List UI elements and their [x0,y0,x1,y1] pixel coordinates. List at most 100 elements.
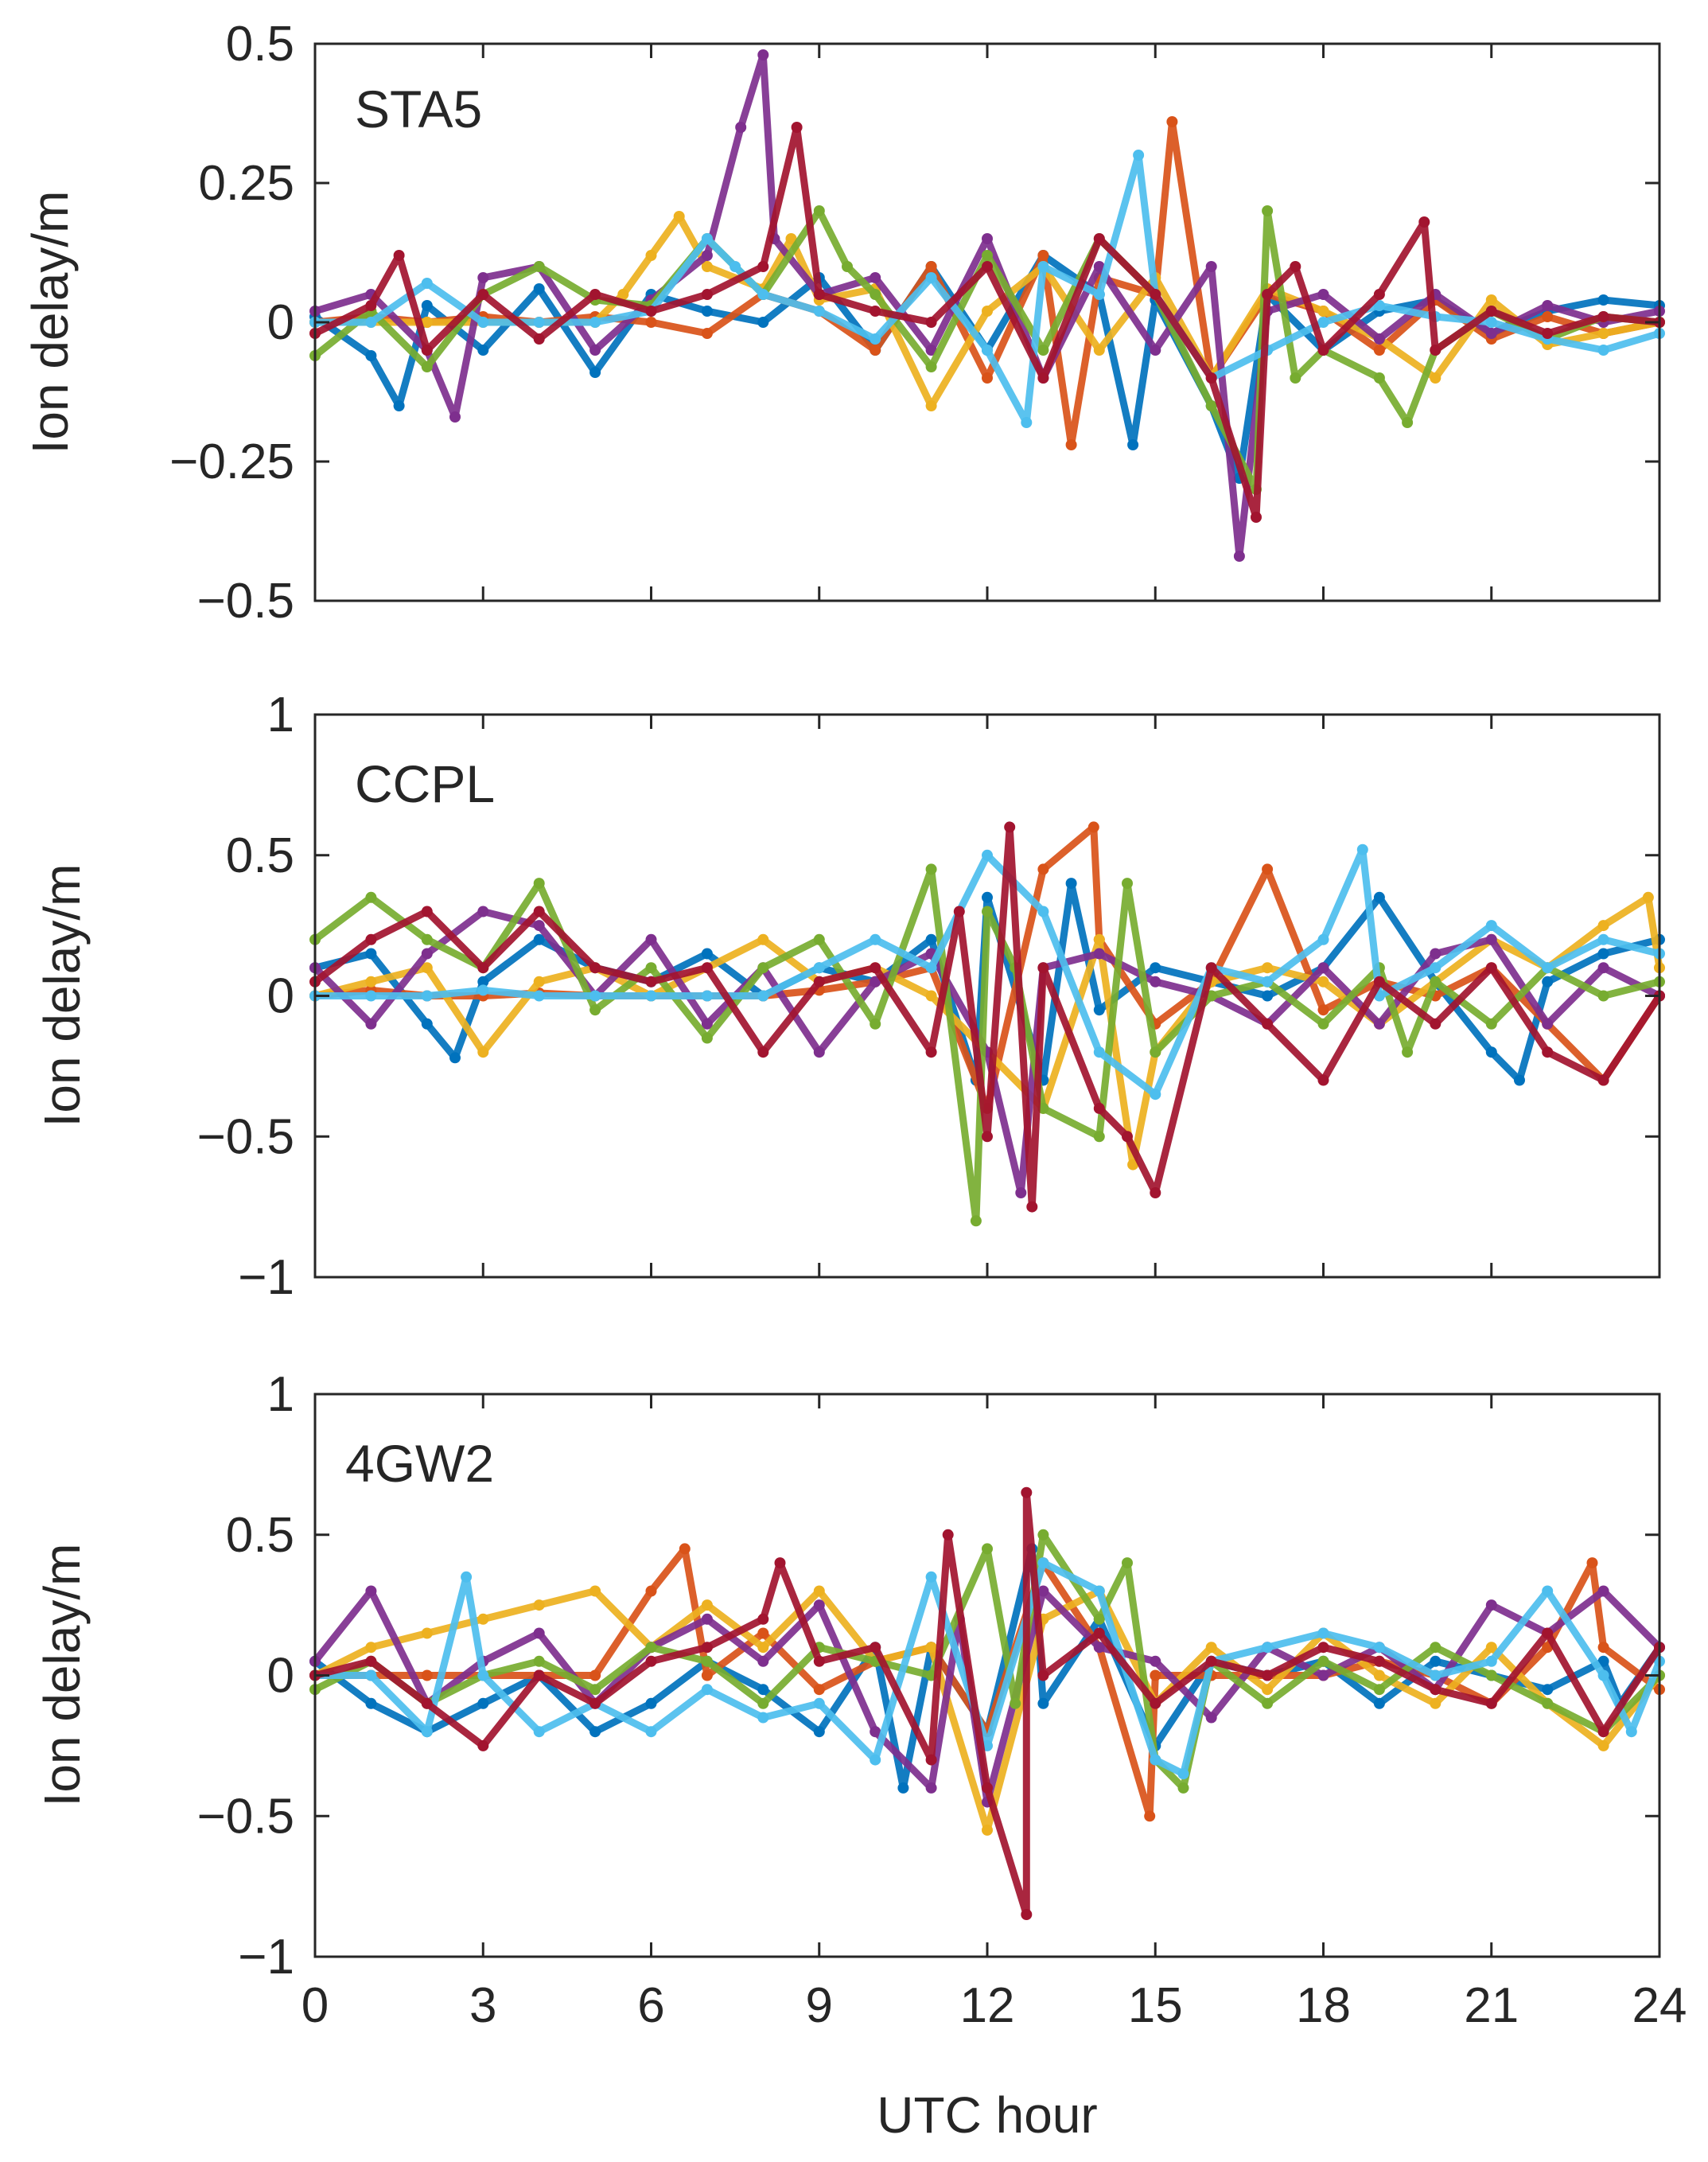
data-point [982,345,993,356]
data-point [365,891,377,903]
x-tick-label: 3 [469,1978,496,2033]
data-point [421,933,433,945]
panel-4gw2: −1 −0.5 0 0.5 1 0 3 6 9 12 15 18 21 24 4GW2 Ion delay… [33,1367,1687,2033]
data-point [982,1543,993,1555]
data-point [421,948,433,960]
data-point [757,1627,769,1639]
data-point [870,933,881,945]
data-point [673,211,685,222]
data-point [1317,962,1329,974]
data-point [421,1726,433,1738]
data-point [421,300,433,311]
data-point [1093,1585,1105,1597]
x-tick-label: 0 [302,1978,329,2033]
data-point [1037,345,1049,356]
data-point [701,948,713,960]
data-point [1317,933,1329,945]
data-point [1093,289,1105,300]
data-point [1373,333,1385,345]
data-point [1015,1187,1027,1198]
data-point [1597,933,1609,945]
data-point [813,1585,825,1597]
y-tick-label: −0.5 [197,1109,294,1164]
data-point [1373,891,1385,903]
data-point [757,317,769,328]
data-point [1205,962,1217,974]
data-point [679,1543,691,1555]
data-point [533,990,545,1002]
data-point [365,990,377,1002]
ticks-4gw2: −1 −0.5 0 0.5 1 0 3 6 9 12 15 18 21 24 [197,1367,1687,2033]
data-point [477,1613,489,1625]
data-point [701,1018,713,1030]
data-point [1150,1187,1161,1198]
data-point [1093,1642,1105,1654]
data-point [1317,1669,1329,1681]
series-layer-4gw2 [309,1486,1665,1920]
data-point [1177,1782,1189,1794]
data-point [1262,1018,1274,1030]
data-point [1122,1557,1133,1569]
data-point [1317,289,1329,300]
data-point [1317,345,1329,356]
series-line-sat-6 [311,1559,1663,1778]
y-axis-title-sta5: Ion delay/m [21,191,79,454]
data-point [1430,1655,1441,1667]
data-point [1317,1004,1329,1016]
data-point [1065,878,1077,890]
data-point [1373,1655,1385,1667]
data-point [365,1697,377,1709]
data-point [701,1669,713,1681]
data-point [1597,1669,1609,1681]
y-tick-label: 1 [267,1367,294,1422]
data-point [1430,1684,1441,1696]
data-point [589,1004,601,1016]
y-tick-label: −0.5 [197,1789,294,1844]
data-point [1037,1529,1049,1541]
data-point [477,1697,489,1709]
data-point [1597,948,1609,960]
data-point [1373,345,1385,356]
data-point [365,300,377,311]
panel-sta5: −0.5 −0.25 0 0.25 0.5 STA5 Ion delay/m [21,17,1665,629]
data-point [365,1655,377,1667]
data-point [477,976,489,988]
data-point [1144,1810,1156,1822]
data-point [1010,1697,1021,1709]
series-line-sat-4 [311,908,1663,1197]
data-point [477,984,489,996]
data-point [1150,289,1161,300]
data-point [925,345,937,356]
series-layer-sta5 [309,49,1665,562]
data-point [925,933,937,945]
data-point [925,272,937,283]
data-point [617,289,629,300]
data-point [757,261,769,272]
data-point [701,261,713,272]
data-point [870,289,881,300]
data-point [757,990,769,1002]
x-tick-label: 12 [960,1978,1015,2033]
data-point [589,1726,601,1738]
data-point [870,1754,881,1766]
data-point [1542,976,1554,988]
data-point [1430,345,1441,356]
data-point [589,1684,601,1696]
data-point [533,933,545,945]
data-point [1150,1697,1161,1709]
data-point [365,948,377,960]
data-point [477,345,489,356]
data-point [589,1669,601,1681]
y-tick-label: −1 [238,1930,294,1985]
x-tick-label: 15 [1128,1978,1183,2033]
data-point [1093,1004,1105,1016]
data-point [757,1684,769,1696]
data-point [1093,1131,1105,1143]
data-point [589,345,601,356]
data-point [533,920,545,932]
data-point [1430,1018,1441,1030]
data-point [1542,1046,1554,1058]
data-point [1402,417,1414,428]
y-tick-label: 0 [267,1649,294,1704]
data-point [757,962,769,974]
